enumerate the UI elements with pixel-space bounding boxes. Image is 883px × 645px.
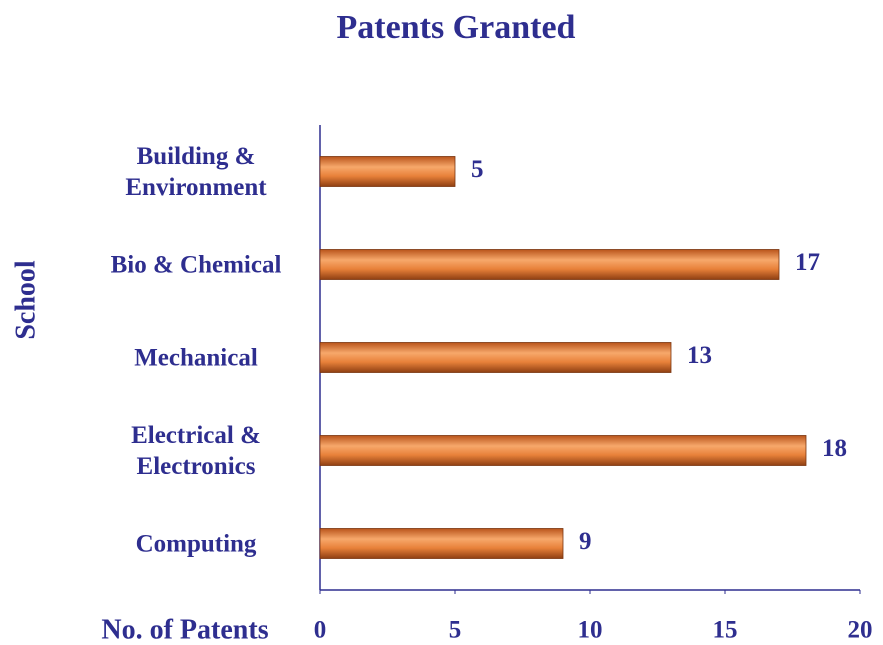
data-label: 13 [687,342,712,369]
x-tick-label: 5 [449,617,462,644]
y-tick-label: Bio & Chemical [110,251,282,278]
data-label: 5 [471,156,484,183]
bar [319,249,780,280]
bar [319,528,564,559]
data-label: 18 [822,435,847,462]
x-tick-label: 15 [713,617,738,644]
x-tick-label: 0 [314,617,327,644]
chart-title: Patents Granted [337,9,576,46]
y-tick-label: Computing [135,530,257,557]
bar [319,156,456,187]
x-axis-label: No. of Patents [101,614,268,645]
x-tick-label: 20 [848,617,873,644]
y-tick-label: Mechanical [134,344,258,371]
x-tick-label: 10 [578,617,603,644]
y-tick-label: Electrical & Electronics [131,421,261,480]
y-tick-label: Building & Environment [125,142,267,201]
bar [319,435,807,466]
data-label: 17 [795,249,820,276]
data-label: 9 [579,528,592,555]
bar [319,342,672,373]
y-axis-label: School [10,260,41,340]
